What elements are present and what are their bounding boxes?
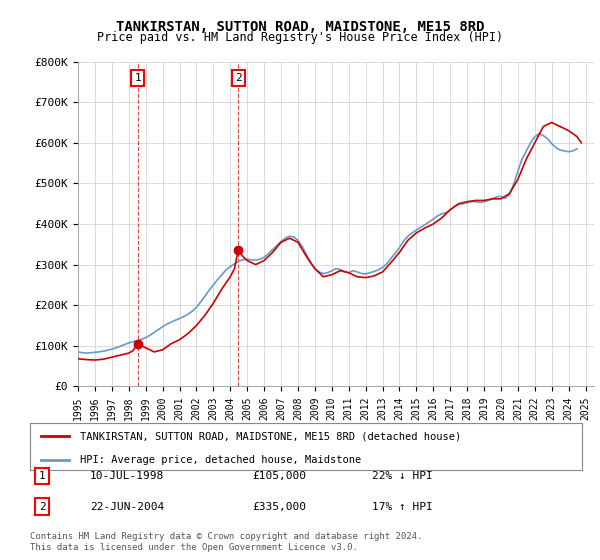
Text: Contains HM Land Registry data © Crown copyright and database right 2024.
This d: Contains HM Land Registry data © Crown c…: [30, 532, 422, 552]
Text: 2: 2: [38, 502, 46, 512]
Text: HPI: Average price, detached house, Maidstone: HPI: Average price, detached house, Maid…: [80, 455, 361, 465]
Text: 1: 1: [134, 73, 141, 83]
Text: 10-JUL-1998: 10-JUL-1998: [90, 471, 164, 481]
Text: TANKIRSTAN, SUTTON ROAD, MAIDSTONE, ME15 8RD (detached house): TANKIRSTAN, SUTTON ROAD, MAIDSTONE, ME15…: [80, 431, 461, 441]
Text: 22-JUN-2004: 22-JUN-2004: [90, 502, 164, 512]
Text: 22% ↓ HPI: 22% ↓ HPI: [372, 471, 433, 481]
Text: £335,000: £335,000: [252, 502, 306, 512]
Text: £105,000: £105,000: [252, 471, 306, 481]
Text: Price paid vs. HM Land Registry's House Price Index (HPI): Price paid vs. HM Land Registry's House …: [97, 31, 503, 44]
Text: 2: 2: [235, 73, 242, 83]
Text: TANKIRSTAN, SUTTON ROAD, MAIDSTONE, ME15 8RD: TANKIRSTAN, SUTTON ROAD, MAIDSTONE, ME15…: [116, 20, 484, 34]
Text: 17% ↑ HPI: 17% ↑ HPI: [372, 502, 433, 512]
Text: 1: 1: [38, 471, 46, 481]
